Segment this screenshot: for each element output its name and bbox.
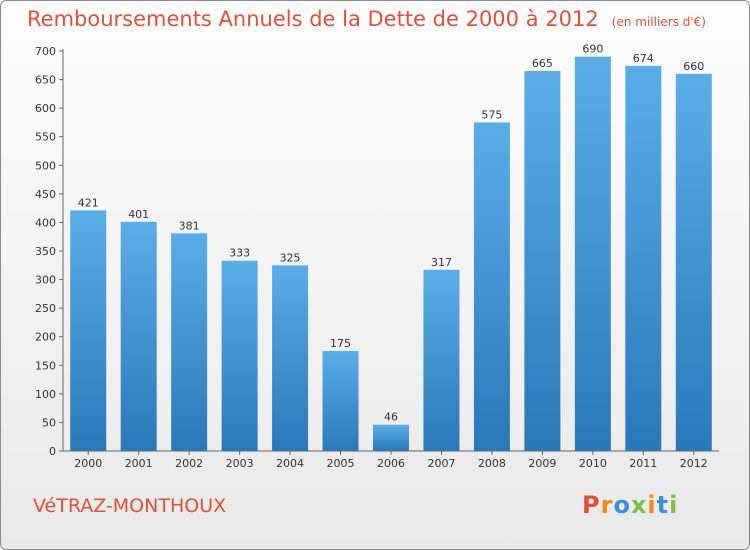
brand-letter: P xyxy=(582,491,601,519)
x-tick-label: 2007 xyxy=(427,457,455,470)
brand-letter: i xyxy=(647,491,657,519)
y-tick-label: 500 xyxy=(35,159,56,172)
data-label: 333 xyxy=(229,247,250,260)
y-tick-label: 150 xyxy=(35,359,56,372)
y-tick-label: 350 xyxy=(35,245,56,258)
x-tick-label: 2002 xyxy=(175,457,203,470)
data-label: 317 xyxy=(431,256,452,269)
x-tick-label: 2008 xyxy=(478,457,506,470)
x-tick-label: 2010 xyxy=(579,457,607,470)
bar xyxy=(625,65,662,451)
data-label: 325 xyxy=(280,251,301,264)
data-label: 175 xyxy=(330,337,351,350)
y-tick-label: 100 xyxy=(35,388,56,401)
data-label: 690 xyxy=(582,43,603,56)
brand-letter: x xyxy=(630,491,648,519)
x-tick-label: 2012 xyxy=(680,457,708,470)
x-tick-label: 2009 xyxy=(528,457,556,470)
y-tick-label: 700 xyxy=(35,45,56,58)
x-tick-label: 2006 xyxy=(377,457,405,470)
x-tick-label: 2003 xyxy=(226,457,254,470)
y-tick-label: 300 xyxy=(35,274,56,287)
y-tick-label: 250 xyxy=(35,302,56,315)
bar xyxy=(473,122,510,451)
y-tick-label: 50 xyxy=(42,416,56,429)
y-tick-label: 550 xyxy=(35,131,56,144)
y-tick-label: 0 xyxy=(49,445,56,458)
chart-subtitle: (en milliers d'€) xyxy=(611,15,706,29)
x-tick-label: 2004 xyxy=(276,457,304,470)
bar xyxy=(120,221,157,451)
bar xyxy=(574,56,611,451)
chart-title: Remboursements Annuels de la Dette de 20… xyxy=(27,7,599,31)
bar xyxy=(423,269,460,451)
commune-name: VéTRAZ-MONTHOUX xyxy=(33,495,227,517)
chart-title-block: Remboursements Annuels de la Dette de 20… xyxy=(27,7,706,31)
data-label: 421 xyxy=(78,196,99,209)
brand-letter: r xyxy=(600,491,614,519)
data-label: 575 xyxy=(481,108,502,121)
y-tick-label: 450 xyxy=(35,188,56,201)
x-tick-label: 2011 xyxy=(629,457,657,470)
bar xyxy=(675,73,712,451)
data-label: 665 xyxy=(532,57,553,70)
bar xyxy=(373,424,409,451)
bar xyxy=(272,265,309,451)
brand-letter: o xyxy=(613,491,631,519)
bar xyxy=(322,351,359,451)
bar xyxy=(524,71,561,451)
bar xyxy=(70,210,107,451)
x-tick-label: 2005 xyxy=(327,457,355,470)
x-tick-label: 2001 xyxy=(125,457,153,470)
brand-logo: Proxiti xyxy=(582,491,678,519)
data-label: 401 xyxy=(128,208,149,221)
y-tick-label: 200 xyxy=(35,331,56,344)
bar xyxy=(171,233,208,451)
data-label: 660 xyxy=(683,60,704,73)
y-tick-label: 600 xyxy=(35,102,56,115)
bar xyxy=(221,260,258,451)
data-label: 381 xyxy=(179,219,200,232)
y-tick-label: 650 xyxy=(35,74,56,87)
y-tick-label: 400 xyxy=(35,216,56,229)
x-tick-label: 2000 xyxy=(74,457,102,470)
data-label: 46 xyxy=(384,411,398,424)
brand-letter: i xyxy=(669,491,679,519)
data-label: 674 xyxy=(633,52,654,65)
brand-letter: t xyxy=(656,491,670,519)
